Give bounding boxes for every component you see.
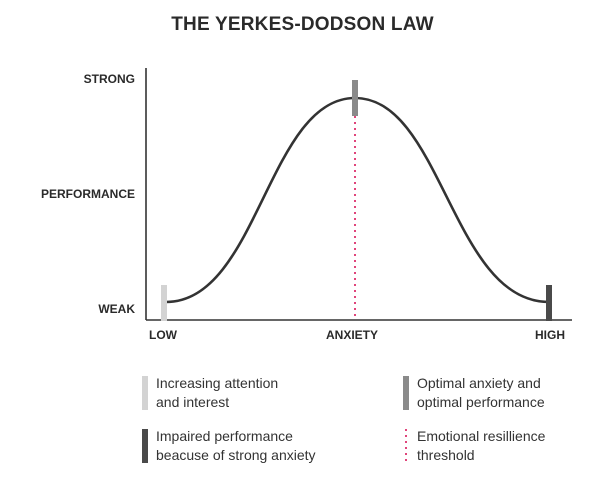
light-bar-icon (142, 376, 148, 410)
legend-label-line2: optimal performance (417, 394, 545, 410)
high-anxiety-marker (546, 285, 552, 321)
x-label-anxiety: ANXIETY (326, 328, 379, 342)
performance-curve (165, 96, 550, 304)
legend-label-line2: threshold (417, 447, 475, 463)
low-anxiety-marker (161, 285, 167, 321)
y-label-strong: STRONG (83, 72, 135, 86)
optimal-anxiety-marker (352, 80, 358, 116)
legend-label-line1: Increasing attention (156, 375, 279, 391)
y-label-performance: PERFORMANCE (40, 187, 135, 201)
x-label-low: LOW (149, 328, 177, 342)
diagram-title: THE YERKES-DODSON LAW (171, 14, 434, 35)
x-label-high: HIGH (535, 328, 565, 342)
legend-label-line2: and interest (156, 394, 230, 410)
dotted-line-icon (405, 429, 407, 463)
dark-bar-icon (142, 429, 148, 463)
legend-label-line2: beacuse of strong anxiety (156, 447, 316, 463)
legend-label-line1: Emotional resillience (417, 428, 546, 444)
legend-label-line1: Impaired performance (156, 428, 293, 444)
mid-bar-icon (403, 376, 409, 410)
legend-label-line1: Optimal anxiety and (417, 375, 541, 391)
y-label-weak: WEAK (98, 302, 135, 316)
